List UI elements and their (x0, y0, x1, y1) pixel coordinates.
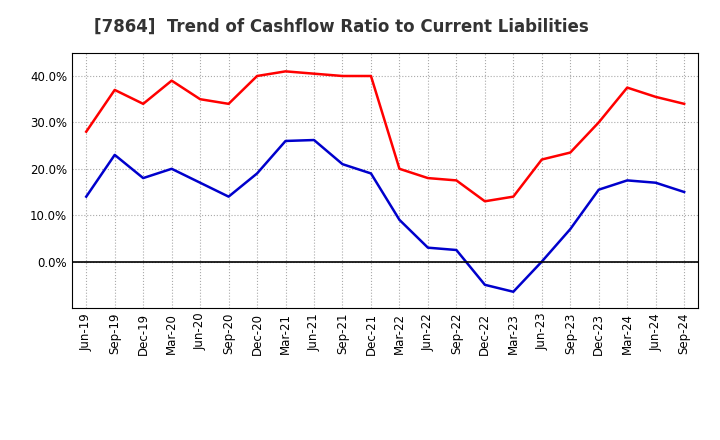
Text: [7864]  Trend of Cashflow Ratio to Current Liabilities: [7864] Trend of Cashflow Ratio to Curren… (94, 18, 588, 36)
Free CF to Current Liabilities (225, 194, 233, 199)
Operating CF to Current Liabilities (225, 101, 233, 106)
Operating CF to Current Liabilities (423, 176, 432, 181)
Free CF to Current Liabilities (595, 187, 603, 192)
Operating CF to Current Liabilities (595, 120, 603, 125)
Free CF to Current Liabilities (509, 289, 518, 294)
Line: Free CF to Current Liabilities: Free CF to Current Liabilities (86, 140, 684, 292)
Free CF to Current Liabilities (452, 247, 461, 253)
Free CF to Current Liabilities (253, 171, 261, 176)
Line: Operating CF to Current Liabilities: Operating CF to Current Liabilities (86, 71, 684, 201)
Operating CF to Current Liabilities (366, 73, 375, 79)
Free CF to Current Liabilities (338, 161, 347, 167)
Operating CF to Current Liabilities (82, 129, 91, 134)
Free CF to Current Liabilities (282, 138, 290, 143)
Operating CF to Current Liabilities (110, 87, 119, 92)
Free CF to Current Liabilities (139, 176, 148, 181)
Free CF to Current Liabilities (82, 194, 91, 199)
Operating CF to Current Liabilities (509, 194, 518, 199)
Operating CF to Current Liabilities (310, 71, 318, 76)
Operating CF to Current Liabilities (623, 85, 631, 90)
Operating CF to Current Liabilities (566, 150, 575, 155)
Operating CF to Current Liabilities (253, 73, 261, 79)
Free CF to Current Liabilities (537, 259, 546, 264)
Operating CF to Current Liabilities (282, 69, 290, 74)
Free CF to Current Liabilities (167, 166, 176, 172)
Free CF to Current Liabilities (623, 178, 631, 183)
Operating CF to Current Liabilities (167, 78, 176, 83)
Free CF to Current Liabilities (566, 227, 575, 232)
Operating CF to Current Liabilities (652, 94, 660, 99)
Free CF to Current Liabilities (480, 282, 489, 287)
Free CF to Current Liabilities (110, 152, 119, 158)
Free CF to Current Liabilities (652, 180, 660, 185)
Free CF to Current Liabilities (395, 217, 404, 223)
Operating CF to Current Liabilities (537, 157, 546, 162)
Free CF to Current Liabilities (310, 137, 318, 143)
Operating CF to Current Liabilities (196, 96, 204, 102)
Operating CF to Current Liabilities (139, 101, 148, 106)
Operating CF to Current Liabilities (338, 73, 347, 79)
Free CF to Current Liabilities (423, 245, 432, 250)
Operating CF to Current Liabilities (395, 166, 404, 172)
Operating CF to Current Liabilities (480, 198, 489, 204)
Operating CF to Current Liabilities (452, 178, 461, 183)
Free CF to Current Liabilities (366, 171, 375, 176)
Free CF to Current Liabilities (196, 180, 204, 185)
Free CF to Current Liabilities (680, 189, 688, 194)
Operating CF to Current Liabilities (680, 101, 688, 106)
